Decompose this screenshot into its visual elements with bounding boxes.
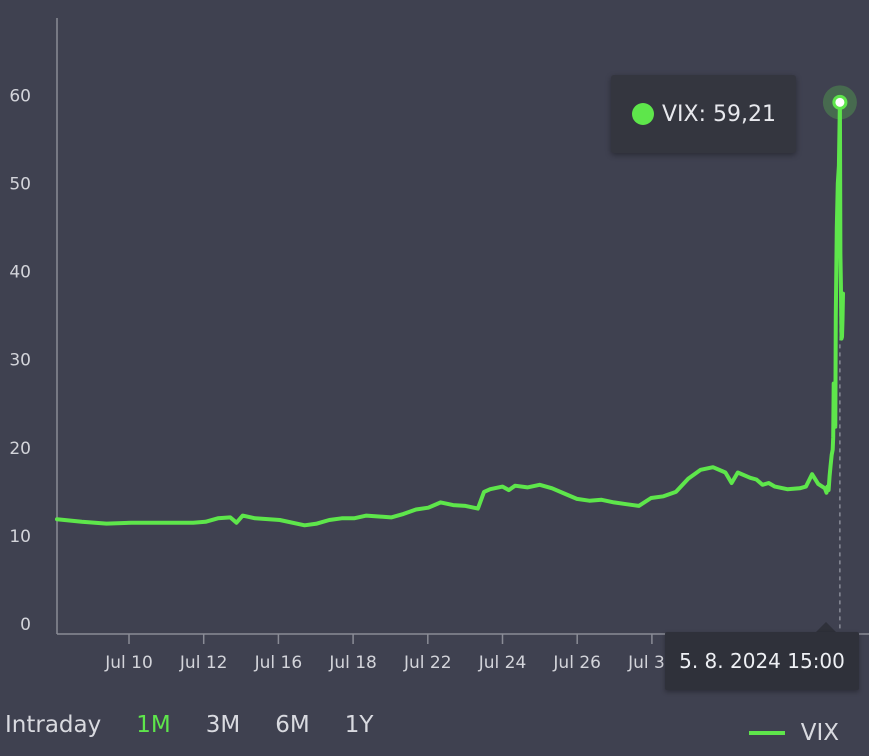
tooltip-value: VIX: 59,21 bbox=[662, 101, 776, 127]
x-tick-label: Jul 10 bbox=[104, 653, 153, 673]
range-button-3m[interactable]: 3M bbox=[205, 712, 241, 738]
tooltip-series-dot bbox=[632, 103, 654, 125]
legend-label-vix: VIX bbox=[800, 720, 839, 746]
y-tick-label: 40 bbox=[9, 263, 31, 283]
x-tick-label: Jul 12 bbox=[179, 653, 228, 673]
range-button-1m[interactable]: 1M bbox=[136, 712, 171, 738]
y-tick-label: 60 bbox=[9, 86, 31, 106]
range-button-intraday[interactable]: Intraday bbox=[5, 712, 102, 738]
legend-swatch-vix bbox=[748, 731, 785, 735]
x-tick-label: Jul 16 bbox=[254, 653, 303, 673]
y-tick-label: 50 bbox=[9, 175, 31, 195]
range-button-6m[interactable]: 6M bbox=[275, 712, 310, 738]
range-button-1y[interactable]: 1Y bbox=[344, 712, 374, 738]
hover-point-marker[interactable] bbox=[832, 94, 848, 110]
y-axis-ticks: 0 10 20 30 40 50 60 bbox=[9, 86, 31, 635]
x-tick-label: Jul 22 bbox=[403, 653, 452, 673]
x-tick-label: Jul 24 bbox=[478, 653, 527, 673]
y-tick-label: 10 bbox=[9, 527, 31, 547]
x-tick-label: Jul 26 bbox=[552, 653, 601, 673]
x-tick-label: Jul 18 bbox=[328, 653, 377, 673]
x-axis-ticks: Jul 10 Jul 12 Jul 16 Jul 18 Jul 22 Jul 24 Jul … bbox=[104, 634, 676, 673]
tooltip: VIX: 59,21 bbox=[611, 75, 796, 153]
legend[interactable]: VIX bbox=[748, 720, 839, 746]
crosshair-date-label: 5. 8. 2024 15:00 bbox=[665, 632, 859, 690]
y-tick-label: 30 bbox=[9, 351, 31, 371]
series-line-vix bbox=[55, 100, 845, 528]
y-tick-label: 20 bbox=[9, 439, 31, 459]
range-selector: Intraday 1M 3M 6M 1Y bbox=[5, 712, 408, 738]
y-tick-label: 0 bbox=[20, 615, 31, 635]
x-tick-label: Jul 30 bbox=[627, 653, 676, 673]
crosshair-label-pointer bbox=[816, 622, 836, 632]
